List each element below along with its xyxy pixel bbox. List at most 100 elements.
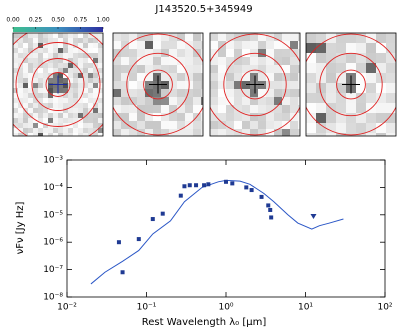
pixel xyxy=(23,43,28,48)
pixel xyxy=(73,133,78,136)
pixel xyxy=(68,98,73,103)
pixel xyxy=(113,65,121,73)
pixel xyxy=(316,103,326,113)
pixel xyxy=(177,105,185,113)
pixel xyxy=(13,38,18,43)
pixel xyxy=(88,113,93,118)
pixel xyxy=(18,88,23,93)
pixel xyxy=(266,65,274,73)
pixel xyxy=(290,105,298,113)
pixel xyxy=(33,63,38,68)
pixel xyxy=(242,41,250,49)
pixel xyxy=(43,38,48,43)
pixel xyxy=(63,33,68,38)
photometry-point xyxy=(249,188,254,193)
pixel xyxy=(83,48,88,53)
pixel xyxy=(298,97,300,105)
pixel xyxy=(234,129,242,136)
pixel xyxy=(282,113,290,121)
y-tick-label: 10⁻⁸ xyxy=(43,293,63,303)
pixel xyxy=(53,93,58,98)
photometry-point xyxy=(160,211,165,216)
pixel xyxy=(68,133,73,136)
pixel xyxy=(201,33,203,41)
pixel xyxy=(43,103,48,108)
pixel xyxy=(83,88,88,93)
photometry-point xyxy=(194,183,199,188)
pixel xyxy=(226,41,234,49)
pixel xyxy=(185,97,193,105)
pixel xyxy=(129,97,137,105)
pixel xyxy=(73,38,78,43)
pixel xyxy=(177,113,185,121)
pixel xyxy=(33,78,38,83)
pixel xyxy=(201,129,203,136)
pixel xyxy=(234,49,242,57)
pixel xyxy=(169,41,177,49)
pixel xyxy=(88,98,93,103)
pixel xyxy=(18,128,23,133)
pixel xyxy=(68,48,73,53)
pixel xyxy=(258,121,266,129)
pixel xyxy=(48,68,53,73)
pixel xyxy=(93,78,98,83)
pixel xyxy=(250,129,258,136)
pixel xyxy=(298,49,300,57)
pixel xyxy=(242,129,250,136)
pixel xyxy=(23,113,28,118)
pixel xyxy=(18,68,23,73)
pixel xyxy=(78,123,83,128)
pixel xyxy=(316,123,326,133)
cutout-pixels xyxy=(113,33,203,136)
pixel xyxy=(78,83,83,88)
pixel xyxy=(145,105,153,113)
pixel xyxy=(266,33,274,41)
pixel xyxy=(298,129,300,136)
pixel xyxy=(13,78,18,83)
pixel xyxy=(18,78,23,83)
pixel xyxy=(210,97,218,105)
pixel xyxy=(48,63,53,68)
pixel xyxy=(18,38,23,43)
pixel xyxy=(28,78,33,83)
pixel xyxy=(282,33,290,41)
pixel xyxy=(210,65,218,73)
pixel xyxy=(282,97,290,105)
pixel xyxy=(193,57,201,65)
pixel xyxy=(13,123,18,128)
pixel xyxy=(282,121,290,129)
pixel xyxy=(336,53,346,63)
pixel xyxy=(18,93,23,98)
pixel xyxy=(93,123,98,128)
pixel xyxy=(93,133,98,136)
pixel xyxy=(153,89,161,97)
pixel xyxy=(23,128,28,133)
pixel xyxy=(68,118,73,123)
pixel xyxy=(53,63,58,68)
pixel xyxy=(78,48,83,53)
pixel xyxy=(113,81,121,89)
pixel xyxy=(68,103,73,108)
pixel xyxy=(218,97,226,105)
pixel xyxy=(250,105,258,113)
pixel xyxy=(63,128,68,133)
pixel xyxy=(226,73,234,81)
pixel xyxy=(53,83,58,88)
pixel xyxy=(13,88,18,93)
pixel xyxy=(266,89,274,97)
pixel xyxy=(336,43,346,53)
pixel xyxy=(266,121,274,129)
pixel xyxy=(43,88,48,93)
aperture xyxy=(15,42,101,127)
x-tick-label: 10⁻¹ xyxy=(137,303,157,313)
pixel xyxy=(226,105,234,113)
pixel xyxy=(177,49,185,57)
cutout xyxy=(12,32,104,137)
pixel xyxy=(78,113,83,118)
pixel xyxy=(98,48,103,53)
pixel xyxy=(316,53,326,63)
pixel xyxy=(121,121,129,129)
pixel xyxy=(88,58,93,63)
pixel xyxy=(193,121,201,129)
pixel xyxy=(356,43,366,53)
